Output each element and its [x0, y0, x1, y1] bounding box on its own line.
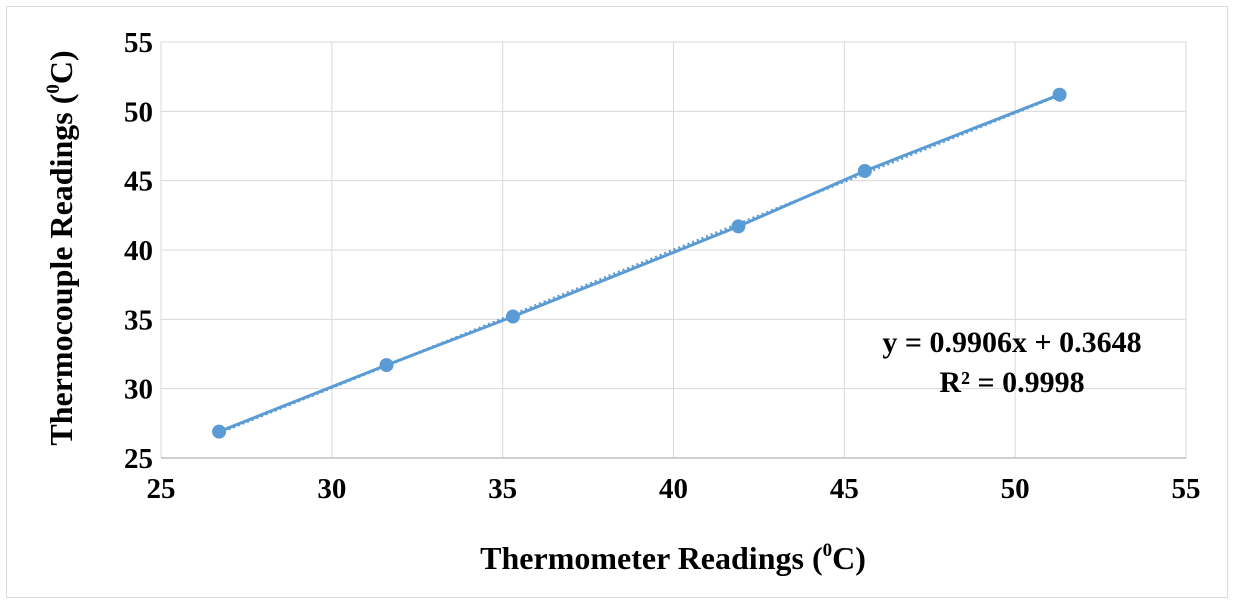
- x-tick-label: 50: [1001, 473, 1030, 505]
- y-tick-label: 55: [124, 27, 153, 59]
- y-tick-label: 45: [124, 166, 153, 198]
- x-tick-label: 35: [488, 473, 517, 505]
- y-tick-label: 30: [124, 374, 153, 406]
- y-axis-title: Thermocouple Readings (0C): [43, 50, 79, 445]
- data-point: [857, 163, 872, 178]
- series-group: [212, 87, 1067, 439]
- data-point: [212, 424, 227, 439]
- y-tick-label: 35: [124, 304, 153, 336]
- series-line: [218, 93, 1061, 434]
- x-tick-label: 45: [830, 473, 859, 505]
- y-tick-label: 25: [124, 443, 153, 475]
- chart-frame: [6, 6, 1228, 598]
- y-tick-label: 50: [124, 96, 153, 128]
- y-tick-label: 40: [124, 235, 153, 267]
- r-squared-label: R² = 0.9998: [939, 366, 1084, 399]
- y-tick-labels: 25 30 35 40 45 50 55: [124, 27, 153, 475]
- data-point: [379, 358, 394, 373]
- x-tick-label: 40: [659, 473, 688, 505]
- data-point: [1052, 87, 1067, 102]
- trendline-equation: y = 0.9906x + 0.3648: [882, 326, 1141, 359]
- x-tick-label: 25: [147, 473, 176, 505]
- data-point: [731, 219, 746, 234]
- x-tick-label: 30: [317, 473, 346, 505]
- data-point: [505, 309, 520, 324]
- x-axis-title: Thermometer Readings (0C): [480, 540, 866, 576]
- x-tick-label: 55: [1172, 473, 1201, 505]
- x-tick-labels: 25 30 35 40 45 50 55: [147, 473, 1201, 505]
